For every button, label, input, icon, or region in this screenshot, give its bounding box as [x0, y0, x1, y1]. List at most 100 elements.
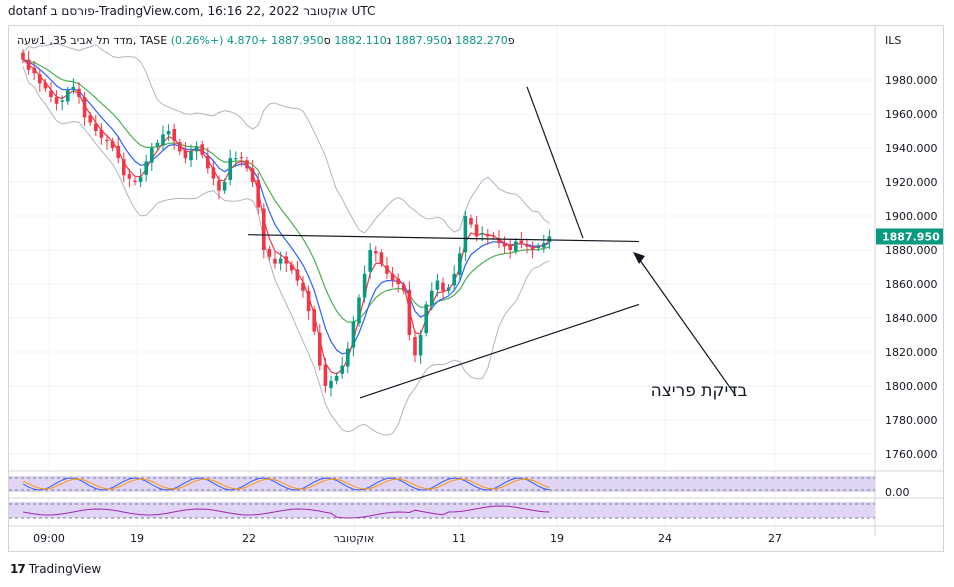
ema-slow-line	[22, 59, 550, 323]
candle-body-80	[469, 218, 473, 225]
price-tick-7: 1840.000	[885, 312, 938, 325]
candle-body-9	[71, 86, 76, 90]
candle-body-72	[424, 304, 428, 333]
candle-body-69	[407, 289, 412, 335]
price-tick-5: 1880.000	[885, 244, 938, 257]
candle-body-88	[514, 241, 518, 252]
candle-body-21	[138, 176, 143, 182]
candle-body-83	[486, 234, 490, 237]
candle-body-51	[306, 290, 311, 312]
legend-symbol: מדד תל אביב 35, 1שעה, TASE	[17, 34, 168, 47]
tradingview-logo-icon: 17	[10, 562, 26, 576]
candle-body-0	[21, 52, 25, 60]
chart-frame[interactable]: בדיקת פריצה ILS 1980.000 1960.000 1940.000 19…	[8, 25, 944, 552]
last-price-badge	[876, 228, 943, 245]
candle-body-92	[536, 246, 540, 248]
footer-brand[interactable]: 17 TradingView	[10, 562, 101, 576]
candle-body-16	[110, 141, 115, 148]
candle-body-6	[54, 97, 59, 104]
candle-body-27	[172, 128, 176, 142]
candle-body-28	[178, 142, 182, 152]
candle-body-54	[323, 364, 328, 386]
candle-body-22	[144, 161, 148, 175]
candle-body-26	[166, 131, 171, 135]
price-tick-6: 1860.000	[885, 278, 938, 291]
candle-body-7	[60, 100, 64, 102]
candle-body-11	[82, 97, 87, 118]
candle-body-55	[329, 380, 333, 389]
candle-body-75	[441, 282, 445, 291]
annotation-text: בדיקת פריצה	[651, 381, 748, 401]
candle-body-12	[88, 115, 92, 123]
candle-body-53	[318, 332, 322, 366]
candle-body-39	[239, 157, 244, 159]
candle-body-30	[189, 151, 193, 161]
candle-body-5	[49, 90, 53, 97]
candle-body-85	[497, 238, 501, 244]
candle-body-25	[161, 134, 165, 145]
candle-body-94	[547, 236, 552, 243]
legend-close-label: ס	[323, 34, 331, 47]
time-label-6: 24	[658, 532, 672, 545]
legend-close: 1887.950	[271, 34, 324, 47]
candle-body-38	[234, 158, 238, 160]
candle-body-61	[362, 273, 367, 298]
legend-high: 1887.950	[394, 34, 448, 47]
candle-body-73	[430, 290, 434, 306]
candle-body-18	[122, 159, 126, 176]
rsi-line	[22, 505, 550, 519]
symbol-legend: מדד תל אביב 35, 1שעה, TASE פ1882.270 ג18…	[17, 34, 515, 47]
candle-body-62	[368, 250, 372, 272]
chart-header: dotanf פורסם ב-TradingView.com, 16:16 22…	[8, 4, 376, 18]
legend-change: +4.870 (+0.26%)	[170, 34, 268, 47]
candle-body-70	[413, 337, 417, 356]
time-label-1: 19	[130, 532, 144, 545]
candle-body-3	[38, 74, 42, 84]
candle-body-87	[508, 244, 512, 250]
candle-body-15	[105, 139, 109, 142]
candle-body-31	[194, 146, 199, 152]
time-label-0: 09:00	[33, 532, 65, 545]
oscillator-line-2	[22, 478, 550, 490]
candle-body-10	[77, 88, 81, 97]
candle-body-2	[32, 67, 36, 74]
candle-body-82	[480, 233, 484, 235]
candle-body-74	[435, 280, 440, 290]
candle-body-20	[133, 180, 137, 182]
candle-body-43	[262, 208, 266, 250]
price-tick-8: 1820.000	[885, 346, 938, 359]
candle-body-57	[340, 365, 344, 374]
candle-body-49	[295, 269, 300, 281]
candle-body-46	[278, 258, 283, 264]
last-price-label: 1887.950	[882, 230, 940, 243]
candle-body-79	[463, 216, 468, 253]
chart-canvas[interactable]: בדיקת פריצה ILS 1980.000 1960.000 1940.000 19…	[9, 26, 944, 552]
candle-body-89	[519, 240, 524, 244]
price-tick-1: 1960.000	[885, 108, 938, 121]
legend-low: 1882.110	[334, 34, 387, 47]
legend-high-label: ג	[447, 34, 452, 47]
annotation-arrow-head-icon	[633, 252, 645, 264]
time-label-5: 19	[550, 532, 564, 545]
candle-body-47	[284, 256, 288, 264]
trendline-support	[359, 303, 640, 399]
candle-body-48	[290, 264, 294, 271]
candle-body-52	[312, 309, 316, 332]
candle-body-58	[346, 348, 350, 367]
candle-body-71	[418, 335, 423, 356]
candle-body-14	[99, 129, 104, 138]
candle-body-1	[26, 59, 31, 70]
candle-body-63	[374, 251, 378, 254]
brand-name: TradingView	[28, 562, 102, 576]
candle-body-4	[43, 82, 48, 89]
candle-body-91	[530, 246, 535, 250]
time-label-2: 22	[242, 532, 256, 545]
lower-band-line	[22, 66, 550, 436]
legend-low-label: נ	[386, 34, 392, 47]
candle-body-78	[458, 253, 462, 275]
oscillator-band	[9, 476, 875, 492]
candle-body-34	[211, 167, 216, 179]
candle-body-36	[222, 182, 227, 191]
price-tick-10: 1780.000	[885, 414, 938, 427]
candle-body-41	[250, 168, 255, 182]
